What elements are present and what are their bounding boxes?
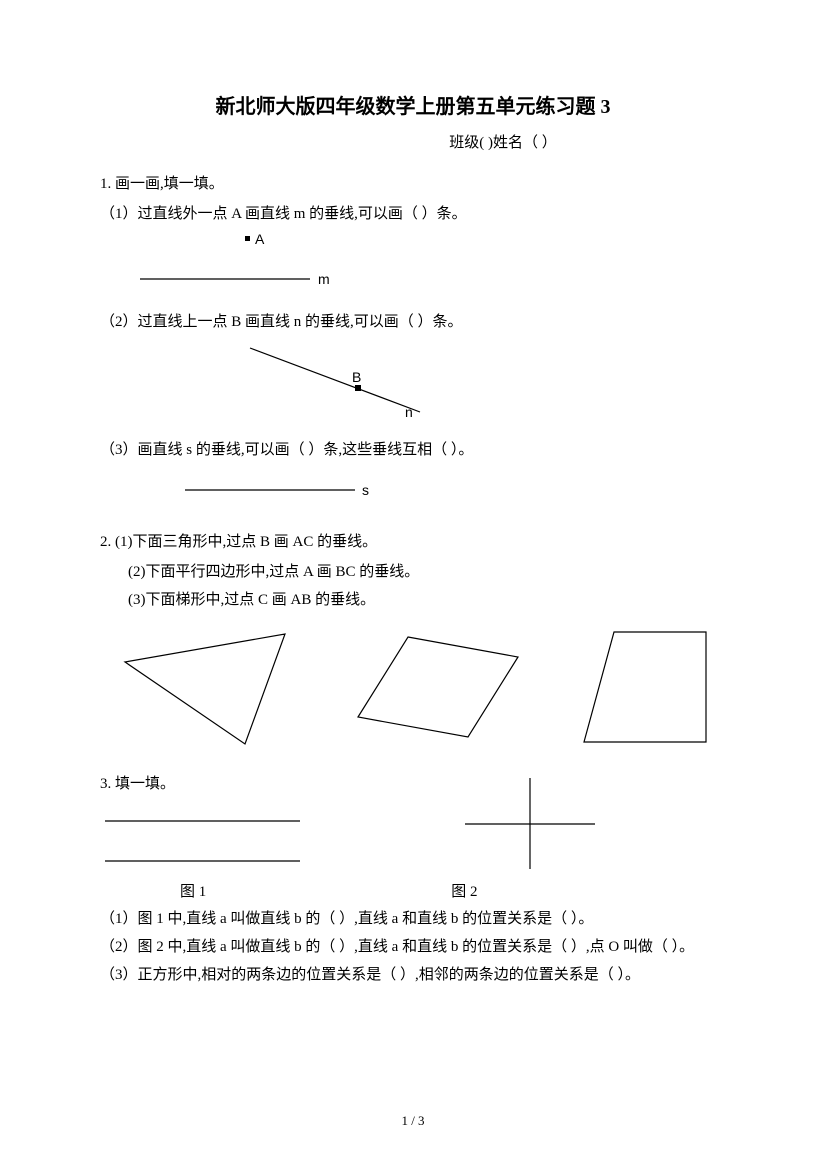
q1-sub3: （3）画直线 s 的垂线,可以画（ ）条,这些垂线互相（ ）。 [100, 438, 726, 462]
fig2-label: 图 2 [451, 880, 477, 901]
q3-text: 填一填。 [115, 776, 175, 792]
figure-1 [100, 806, 310, 876]
label-n: n [405, 404, 413, 420]
name-end: ） [542, 135, 557, 151]
q2-s2: (2)下面平行四边形中,过点 A 画 BC 的垂线。 [100, 560, 726, 584]
question-3: 3. 填一填。 [100, 772, 726, 796]
q2-s1: (1)下面三角形中,过点 B 画 AC 的垂线。 [115, 534, 377, 550]
name-label: )姓名（ [488, 135, 538, 151]
label-A: A [255, 234, 265, 247]
page-number: 1 / 3 [0, 1113, 826, 1129]
q3-number: 3. [100, 776, 111, 792]
q3-s2: （2）图 2 中,直线 a 叫做直线 b 的（ ）,直线 a 和直线 b 的位置… [100, 935, 726, 959]
q3-s3: （3）正方形中,相对的两条边的位置关系是（ ）,相邻的两条边的位置关系是（ ）。 [100, 963, 726, 987]
fig1-label: 图 1 [180, 880, 206, 901]
parallelogram-shape [348, 627, 528, 747]
q3-s1: （1）图 1 中,直线 a 叫做直线 b 的（ ）,直线 a 和直线 b 的位置… [100, 907, 726, 931]
figure-2 [460, 776, 600, 871]
q1-sub2: （2）过直线上一点 B 画直线 n 的垂线,可以画（ ）条。 [100, 310, 726, 334]
label-m: m [318, 271, 330, 287]
figure-labels: 图 1 图 2 [100, 880, 726, 901]
diagram-q1-3: s [100, 470, 726, 510]
q2-number: 2. [100, 534, 111, 550]
figure-row [100, 806, 726, 876]
label-B: B [352, 369, 361, 385]
class-label: 班级( [449, 135, 484, 151]
label-s: s [362, 482, 369, 498]
q1-text: 画一画,填一填。 [115, 176, 224, 192]
q2-s3: (3)下面梯形中,过点 C 画 AB 的垂线。 [100, 588, 726, 612]
shapes-row [100, 622, 726, 752]
q1-number: 1. [100, 176, 111, 192]
page-title: 新北师大版四年级数学上册第五单元练习题 3 [100, 90, 726, 119]
diagram-q1-1: A m [100, 234, 726, 294]
student-info-line: 班级( )姓名（ ） [100, 131, 726, 152]
diagram-q1-2: B n [100, 342, 726, 422]
triangle-shape [110, 622, 300, 752]
trapezoid-shape [576, 622, 716, 752]
q1-sub1: （1）过直线外一点 A 画直线 m 的垂线,可以画（ ）条。 [100, 202, 726, 226]
question-2: 2. (1)下面三角形中,过点 B 画 AC 的垂线。 [100, 530, 726, 554]
question-1: 1. 画一画,填一填。 [100, 172, 726, 196]
